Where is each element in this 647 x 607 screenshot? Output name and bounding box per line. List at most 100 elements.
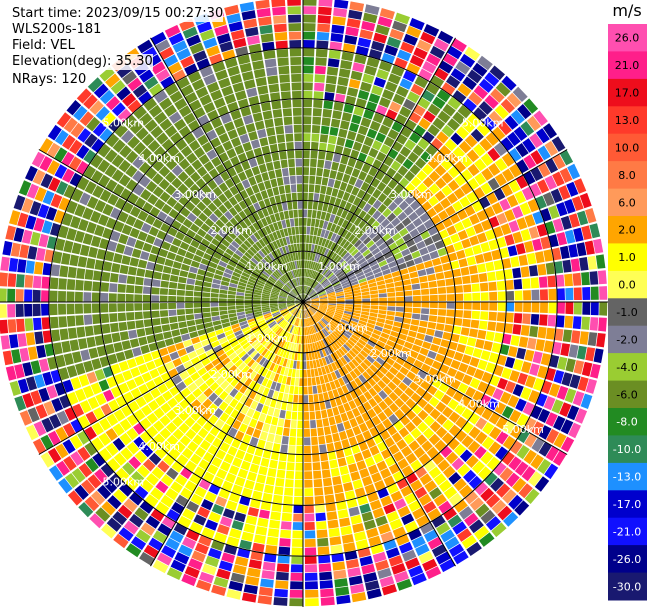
velocity-cell — [477, 359, 488, 371]
velocity-cell — [316, 312, 323, 318]
velocity-cell — [205, 248, 215, 256]
velocity-cell — [394, 498, 407, 510]
velocity-cell — [529, 133, 543, 148]
velocity-cell — [157, 523, 172, 537]
velocity-cell — [418, 453, 431, 466]
velocity-cell — [141, 133, 155, 147]
velocity-cell — [290, 261, 294, 270]
velocity-cell — [178, 544, 193, 557]
velocity-cell — [211, 371, 222, 381]
velocity-cell — [400, 41, 415, 54]
velocity-cell — [165, 184, 177, 196]
velocity-cell — [344, 490, 356, 500]
velocity-cell — [290, 420, 297, 429]
velocity-cell — [265, 370, 272, 379]
velocity-cell — [397, 505, 411, 518]
velocity-cell — [235, 430, 245, 441]
range-ring-label: 2.00km — [354, 224, 396, 237]
velocity-cell — [176, 289, 185, 296]
velocity-cell — [410, 83, 424, 96]
velocity-cell — [491, 249, 501, 261]
velocity-cell — [335, 310, 344, 315]
velocity-cell — [170, 132, 183, 144]
velocity-cell — [234, 163, 244, 174]
velocity-cell — [218, 260, 228, 268]
velocity-cell — [362, 213, 372, 223]
velocity-cell — [286, 402, 293, 411]
velocity-cell — [248, 320, 257, 326]
velocity-cell — [401, 217, 412, 227]
velocity-cell — [464, 490, 479, 505]
velocity-cell — [428, 280, 437, 288]
velocity-cell — [350, 70, 363, 81]
velocity-cell — [140, 189, 152, 201]
velocity-cell — [537, 162, 551, 178]
velocity-cell — [216, 265, 226, 272]
velocity-cell — [329, 333, 337, 341]
velocity-cell — [246, 263, 255, 270]
velocity-cell — [239, 133, 250, 144]
velocity-cell — [582, 287, 591, 300]
velocity-cell — [556, 385, 569, 400]
velocity-cell — [363, 109, 375, 120]
velocity-cell — [475, 417, 488, 430]
velocity-cell — [405, 238, 416, 248]
velocity-cell — [370, 177, 381, 188]
velocity-cell — [491, 342, 502, 353]
velocity-cell — [437, 30, 454, 45]
velocity-cell — [509, 440, 523, 455]
velocity-cell — [101, 271, 111, 282]
velocity-cell — [486, 456, 500, 471]
velocity-cell — [183, 360, 193, 370]
velocity-cell — [224, 268, 234, 275]
velocity-cell — [523, 171, 536, 185]
velocity-cell — [221, 357, 231, 366]
velocity-cell — [233, 37, 247, 49]
velocity-cell — [502, 489, 517, 504]
velocity-cell — [214, 386, 224, 396]
velocity-cell — [330, 118, 341, 128]
velocity-cell — [325, 502, 336, 512]
velocity-cell — [307, 288, 313, 296]
velocity-cell — [298, 335, 302, 344]
velocity-cell — [168, 302, 177, 310]
velocity-cell — [258, 466, 268, 476]
velocity-cell — [429, 487, 442, 500]
velocity-cell — [341, 281, 350, 287]
velocity-cell — [281, 310, 289, 316]
velocity-cell — [269, 276, 277, 283]
velocity-cell — [369, 312, 378, 318]
velocity-cell — [288, 31, 302, 40]
velocity-cell — [155, 395, 166, 407]
velocity-cell — [341, 112, 352, 122]
velocity-cell — [353, 217, 362, 227]
velocity-cell — [304, 496, 314, 505]
velocity-cell — [442, 236, 453, 247]
velocity-cell — [320, 125, 330, 135]
velocity-cell — [161, 203, 173, 215]
velocity-cell — [123, 245, 134, 256]
velocity-cell — [14, 395, 27, 412]
velocity-cell — [150, 31, 167, 46]
velocity-cell — [41, 317, 51, 330]
velocity-cell — [236, 412, 246, 423]
velocity-cell — [414, 76, 429, 89]
velocity-cell — [548, 234, 559, 248]
velocity-cell — [272, 311, 280, 316]
velocity-cell — [327, 390, 335, 400]
velocity-cell — [231, 355, 240, 364]
velocity-cell — [368, 387, 378, 397]
velocity-cell — [246, 444, 256, 455]
velocity-cell — [416, 223, 427, 234]
velocity-cell — [140, 251, 150, 261]
velocity-cell — [276, 365, 283, 374]
velocity-cell — [286, 299, 295, 302]
velocity-cell — [357, 89, 370, 101]
colorbar-bin — [608, 380, 647, 409]
velocity-cell — [247, 347, 256, 356]
velocity-cell — [263, 198, 271, 208]
velocity-cell — [309, 290, 315, 297]
velocity-cell — [330, 33, 344, 43]
velocity-cell — [484, 72, 500, 87]
velocity-cell — [275, 327, 282, 335]
